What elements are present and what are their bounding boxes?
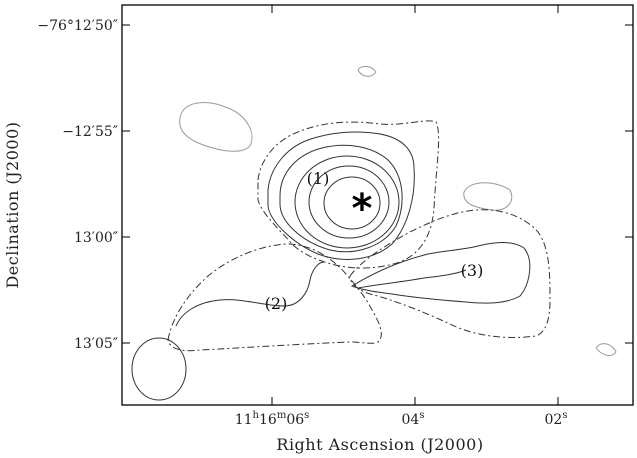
contour-region-3-mid <box>350 242 531 304</box>
y-axis-title: Declination (J2000) <box>3 121 22 288</box>
faint-contours <box>179 65 617 356</box>
region-3-contours <box>349 209 551 338</box>
region-label-2: (2) <box>265 294 288 313</box>
faint-contour <box>595 343 617 356</box>
y-ticks <box>122 24 633 344</box>
beam-ellipse <box>131 337 187 401</box>
x-axis-title: Right Ascension (J2000) <box>276 435 483 454</box>
contour-region-2-outer <box>167 243 382 352</box>
faint-contour <box>463 182 513 211</box>
faint-contour <box>357 65 377 77</box>
region-2-contours <box>167 243 382 352</box>
region-1-contours <box>257 120 440 269</box>
y-tick-label: −12′55″ <box>62 124 118 140</box>
y-tick-label: −76°12′50″ <box>37 18 118 34</box>
y-tick-label: 13′05″ <box>74 336 118 352</box>
plot-frame <box>121 4 634 406</box>
region-label-1: (1) <box>307 169 330 188</box>
x-tick-label: 02s <box>545 410 568 428</box>
region-label-3: (3) <box>461 261 484 280</box>
contour-level-5 <box>308 165 390 239</box>
contour-level-6 <box>323 176 381 230</box>
x-ticks <box>271 5 559 405</box>
contour-level-2 <box>267 131 415 260</box>
source-marker: * <box>352 186 373 232</box>
contour-level-4 <box>294 155 400 249</box>
y-tick-label: 13′00″ <box>74 230 118 246</box>
contour-region-2-inner <box>175 261 325 327</box>
contour-level-outer <box>257 120 440 269</box>
faint-contour <box>179 102 253 152</box>
x-tick-label: 04s <box>402 410 425 428</box>
contour-level-3 <box>279 144 403 253</box>
x-tick-label: 11h16m06s <box>235 410 310 428</box>
contour-region-3-inner <box>357 269 467 289</box>
contour-region-3-outer <box>349 209 551 338</box>
